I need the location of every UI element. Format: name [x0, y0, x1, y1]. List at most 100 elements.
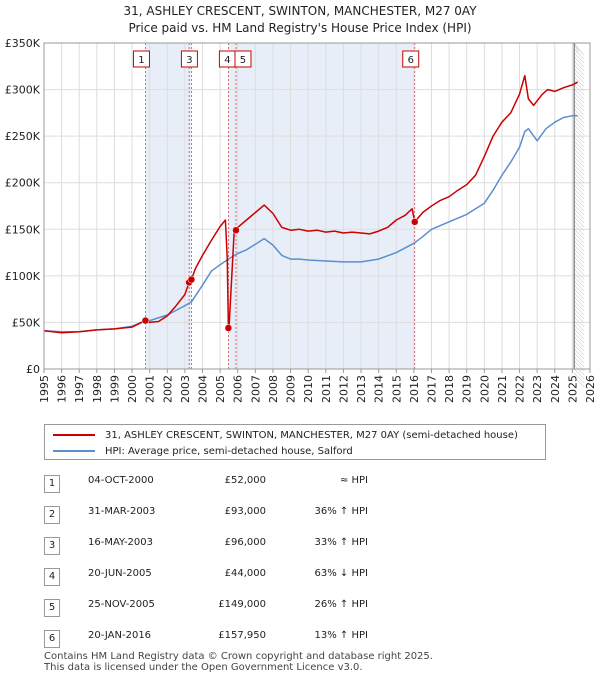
forecast-hatch-line	[573, 208, 585, 220]
forecast-hatch-line	[573, 332, 585, 344]
sale-price: £52,000	[224, 475, 266, 486]
sale-date: 20-JUN-2005	[88, 568, 152, 579]
forecast-hatch-line	[573, 60, 585, 72]
forecast-hatch-line	[573, 180, 585, 192]
forecast-hatch-line	[573, 228, 585, 240]
forecast-hatch-line	[573, 172, 585, 184]
y-tick-label: £0	[26, 363, 40, 376]
forecast-hatch-line	[573, 140, 585, 152]
forecast-hatch-line	[573, 324, 585, 336]
sale-hpi-comparison: 33% ↑ HPI	[314, 537, 368, 548]
sale-number: 1	[44, 475, 60, 493]
y-tick-label: £200K	[5, 177, 41, 190]
forecast-hatch-line	[573, 212, 585, 224]
x-tick-label: 2003	[179, 375, 192, 403]
x-tick-label: 2020	[478, 375, 491, 403]
forecast-hatch-line	[573, 144, 585, 156]
legend-item-hpi: HPI: Average price, semi-detached house,…	[53, 443, 353, 459]
forecast-hatch-line	[573, 316, 585, 328]
sale-hpi-comparison: 63% ↓ HPI	[314, 568, 368, 579]
forecast-hatch-line	[573, 304, 585, 316]
x-tick-label: 2006	[232, 375, 245, 403]
sale-number: 4	[44, 568, 60, 586]
forecast-hatch-line	[573, 216, 585, 228]
x-tick-label: 2013	[355, 375, 368, 403]
shaded-periods	[145, 43, 415, 369]
forecast-hatch-line	[573, 240, 585, 252]
sale-price: £149,000	[218, 599, 266, 610]
forecast-hatch-line	[573, 108, 585, 120]
forecast-hatch-line	[573, 296, 585, 308]
forecast-hatch-line	[573, 276, 585, 288]
x-tick-label: 2015	[390, 375, 403, 403]
forecast-hatch-line	[573, 196, 585, 208]
x-tick-label: 2016	[408, 375, 421, 403]
y-tick-label: £50K	[12, 316, 41, 329]
y-tick-label: £150K	[5, 223, 41, 236]
forecast-hatch-line	[573, 348, 585, 360]
forecast-hatch-line	[573, 116, 585, 128]
forecast-hatch-line	[573, 280, 585, 292]
forecast-hatch-line	[573, 76, 585, 88]
forecast-hatch-line	[573, 220, 585, 232]
forecast-hatch-line	[573, 92, 585, 104]
legend-swatch-hpi	[53, 450, 95, 452]
sale-hpi-comparison: 13% ↑ HPI	[314, 630, 368, 641]
x-tick-label: 1997	[73, 375, 86, 403]
forecast-hatch-line	[573, 176, 585, 188]
x-tick-label: 2026	[584, 375, 597, 403]
forecast-hatch-line	[573, 284, 585, 296]
forecast-hatch-line	[573, 42, 579, 54]
footer-line-2: This data is licensed under the Open Gov…	[44, 662, 363, 673]
forecast-hatch-line	[573, 340, 585, 352]
forecast-hatch-line	[573, 328, 585, 340]
x-tick-label: 2001	[144, 375, 157, 403]
property-price-line	[43, 74, 579, 334]
forecast-hatch-line	[573, 376, 585, 388]
forecast-hatch-line	[573, 96, 585, 108]
forecast-hatch	[573, 42, 585, 388]
x-tick-label: 2012	[337, 375, 350, 403]
sale-row: 6 20-JAN-2016 £157,950 13% ↑ HPI	[44, 626, 384, 648]
forecast-hatch-line	[573, 244, 585, 256]
sale-date: 20-JAN-2016	[88, 630, 152, 641]
sale-row: 3 16-MAY-2003 £96,000 33% ↑ HPI	[44, 533, 384, 555]
forecast-hatch-line	[573, 128, 585, 140]
legend: 31, ASHLEY CRESCENT, SWINTON, MANCHESTER…	[44, 424, 546, 460]
legend-swatch-property	[53, 434, 95, 436]
forecast-hatch-line	[573, 124, 585, 136]
sale-hpi-comparison: ≈ HPI	[339, 475, 368, 486]
sale-point	[141, 316, 150, 325]
legend-label-property: 31, ASHLEY CRESCENT, SWINTON, MANCHESTER…	[105, 429, 518, 441]
forecast-hatch-line	[573, 232, 585, 244]
shaded-period	[228, 43, 415, 369]
forecast-hatch-line	[573, 364, 585, 376]
x-tick-label: 2005	[214, 375, 227, 403]
sale-number-label: 3	[186, 55, 192, 66]
sale-number: 6	[44, 630, 60, 648]
forecast-hatch-line	[573, 224, 585, 236]
forecast-hatch-line	[573, 372, 585, 384]
forecast-hatch-line	[573, 268, 585, 280]
sale-price: £157,950	[218, 630, 266, 641]
y-tick-labels: £0 £50K £100K £150K £200K £250K £300K £350K	[5, 37, 41, 376]
forecast-hatch-line	[573, 352, 585, 364]
sale-number-label: 6	[408, 55, 414, 66]
x-tick-label: 1999	[108, 375, 121, 403]
x-tick-label: 2023	[531, 375, 544, 403]
sale-number: 5	[44, 599, 60, 617]
x-tick-label: 2008	[267, 375, 280, 403]
sale-row: 4 20-JUN-2005 £44,000 63% ↓ HPI	[44, 564, 384, 586]
forecast-hatch-line	[573, 248, 585, 260]
x-tick-label: 1995	[38, 375, 51, 403]
forecast-hatch-line	[573, 132, 585, 144]
forecast-hatch-line	[573, 152, 585, 164]
forecast-hatch-line	[573, 156, 585, 168]
forecast-hatch-line	[573, 72, 585, 84]
forecast-hatch-line	[573, 120, 585, 132]
sale-number-box	[402, 50, 420, 68]
y-tick-label: £100K	[5, 270, 41, 283]
x-tick-label: 2014	[373, 375, 386, 403]
x-tick-label: 1998	[91, 375, 104, 403]
forecast-hatch-line	[573, 64, 585, 76]
